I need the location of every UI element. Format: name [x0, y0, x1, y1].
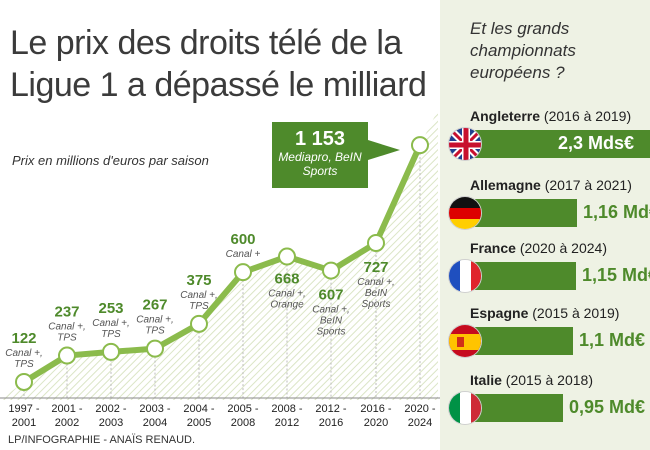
- tick-label: 2020 -2024: [404, 403, 436, 429]
- data-point: [278, 247, 296, 266]
- tick-label: 2002 -2003: [95, 403, 127, 429]
- data-label: 267: [142, 297, 167, 314]
- data-point: [15, 372, 33, 391]
- data-label: 122: [11, 330, 36, 347]
- data-label: 600: [230, 231, 255, 248]
- tick-label: 2003 -2004: [139, 403, 171, 429]
- league-label: Allemagne (2017 à 2021): [470, 177, 632, 193]
- italy-flag-icon: [448, 391, 482, 425]
- league-period: (2020 à 2024): [519, 240, 607, 256]
- broadcaster-label: Canal +,: [5, 348, 43, 359]
- credit: LP/INFOGRAPHIE - ANAÏS RENAUD.: [8, 434, 196, 446]
- data-point: [367, 234, 385, 253]
- tick-label: 2004 -2005: [183, 403, 215, 429]
- league-label: Italie (2015 à 2018): [470, 372, 593, 388]
- tick-label: 2001 -2002: [51, 403, 83, 429]
- data-label: 253: [98, 300, 123, 317]
- broadcaster-label: TPS: [14, 359, 34, 370]
- league-period: (2015 à 2019): [532, 305, 620, 321]
- panel-title: Et les grands championnats européens ?: [470, 19, 576, 82]
- broadcaster-label: Canal +,: [48, 322, 86, 333]
- data-point: [190, 314, 208, 333]
- league-value: 1,15 Md€: [582, 265, 650, 285]
- broadcaster-label: Canal +,: [268, 289, 306, 300]
- league-value: 2,3 Mds€: [558, 133, 635, 153]
- uk-flag-icon: [448, 127, 482, 161]
- broadcaster-label: Sports: [362, 299, 391, 310]
- tick-label: 2008 -2012: [271, 403, 303, 429]
- data-label: 607: [318, 287, 343, 304]
- data-point: [58, 346, 76, 365]
- broadcaster-label: TPS: [189, 301, 209, 312]
- chart-subtitle: Prix en millions d'euros par saison: [12, 153, 209, 168]
- data-label: 668: [274, 271, 299, 288]
- broadcaster-label: Canal +,: [180, 290, 218, 301]
- league-country: Espagne: [470, 305, 533, 321]
- tick-label: 2016 -2020: [360, 403, 392, 429]
- league-bar: [462, 130, 650, 158]
- league-period: (2016 à 2019): [543, 108, 632, 124]
- broadcaster-label: TPS: [57, 333, 77, 344]
- data-point: [411, 136, 429, 155]
- league-country: Allemagne: [470, 177, 545, 193]
- broadcaster-label: TPS: [101, 329, 121, 340]
- data-point: [146, 339, 164, 358]
- data-label: 375: [186, 272, 211, 289]
- data-label: 237: [54, 304, 79, 321]
- league-period: (2017 à 2021): [544, 177, 632, 193]
- broadcaster-label: Canal +,: [92, 318, 130, 329]
- series-line: [21, 142, 423, 385]
- league-label: Angleterre (2016 à 2019): [470, 108, 631, 124]
- league-country: Angleterre: [470, 108, 544, 124]
- data-point: [234, 263, 252, 282]
- data-label: 727: [363, 259, 388, 276]
- callout-pointer: [368, 140, 400, 160]
- tick-label: 2005 -2008: [227, 403, 259, 429]
- data-point: [322, 261, 340, 280]
- league-label: Espagne (2015 à 2019): [470, 305, 619, 321]
- callout-value: 1 153: [294, 128, 346, 150]
- league-period: (2015 à 2018): [505, 372, 593, 388]
- broadcaster-label: BeIN: [365, 288, 388, 299]
- tick-label: 2012 -2016: [315, 403, 347, 429]
- broadcaster-label: BeIN: [320, 316, 343, 327]
- france-flag-icon: [448, 259, 482, 293]
- page-title: Le prix des droits télé de la Ligue 1 a …: [10, 24, 427, 104]
- callout-box: 1 153 Mediapro, BeIN Sports: [272, 122, 368, 188]
- broadcaster-label: Sports: [317, 327, 346, 338]
- league-value: 1,16 Md€: [583, 202, 650, 222]
- broadcaster-label: Canal +,: [136, 315, 174, 326]
- tick-label: 1997 -2001: [8, 403, 40, 429]
- broadcaster-label: TPS: [145, 326, 165, 337]
- broadcaster-label: Canal +: [226, 249, 261, 260]
- callout-broadcaster: Mediapro, BeIN Sports: [278, 150, 362, 178]
- broadcaster-label: Canal +,: [312, 305, 350, 316]
- broadcaster-label: Orange: [270, 300, 304, 311]
- league-country: Italie: [470, 372, 506, 388]
- data-point: [102, 342, 120, 361]
- league-value: 0,95 Md€: [569, 397, 646, 417]
- spain-flag-icon: [448, 324, 482, 358]
- germany-flag-icon: [448, 196, 482, 230]
- area-fill: [0, 110, 438, 400]
- league-label: France (2020 à 2024): [470, 240, 607, 256]
- league-value: 1,1 Md€: [579, 330, 646, 350]
- broadcaster-label: Canal +,: [357, 277, 395, 288]
- league-country: France: [470, 240, 520, 256]
